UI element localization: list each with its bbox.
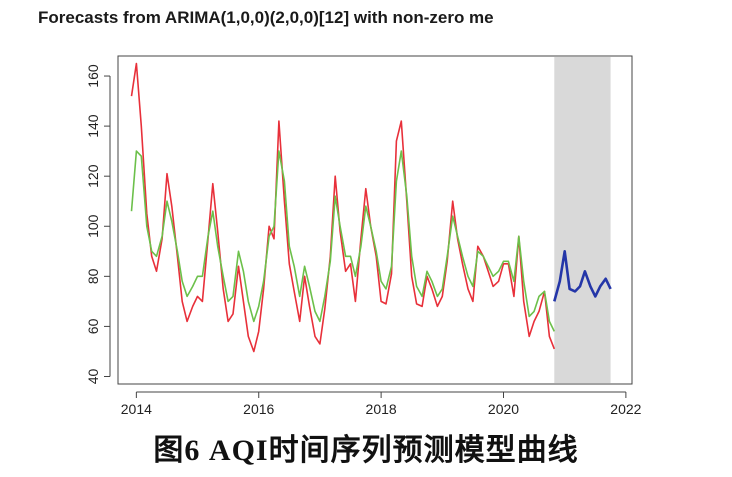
series-layer: [130, 62, 612, 353]
y-tick-label: 140: [85, 114, 101, 138]
x-tick-label: 2020: [488, 401, 519, 417]
forecast-region: [554, 57, 611, 383]
y-tick-label: 80: [85, 268, 101, 284]
x-tick-label: 2022: [610, 401, 641, 417]
x-axis: 2014 2016 2018 2020 2022: [121, 391, 642, 417]
x-tick-label: 2016: [243, 401, 274, 417]
figure-caption: 图6 AQI时间序列预测模型曲线: [153, 434, 579, 467]
fitted-series-line: [130, 150, 556, 332]
y-tick-label: 160: [85, 64, 101, 88]
y-tick-label: 120: [85, 164, 101, 188]
observed-series-line: [130, 62, 556, 353]
plot-frame: [117, 55, 633, 385]
forecast-series-line: [553, 250, 612, 302]
y-tick-label: 40: [85, 368, 101, 384]
x-tick-label: 2018: [366, 401, 397, 417]
y-tick-label: 60: [85, 318, 101, 334]
y-axis: 40 60 80 100 120 140 160: [85, 64, 111, 384]
chart-title: Forecasts from ARIMA(1,0,0)(2,0,0)[12] w…: [38, 8, 494, 27]
x-tick-label: 2014: [121, 401, 152, 417]
y-tick-label: 100: [85, 214, 101, 238]
